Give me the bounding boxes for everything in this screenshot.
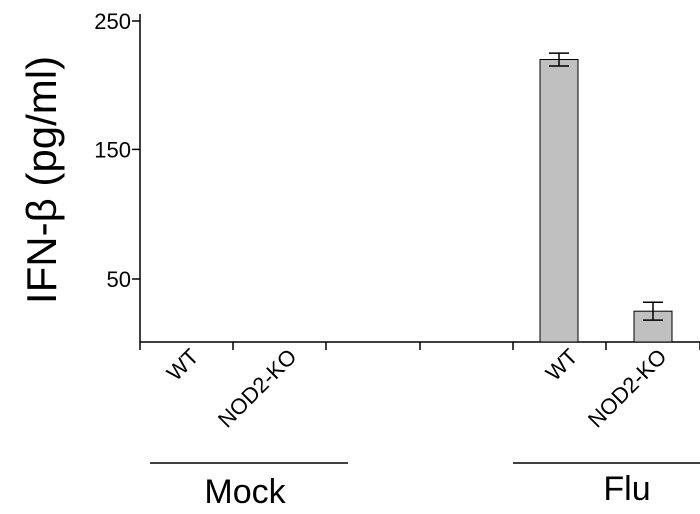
y-ticks: 250 150 50 [94,9,140,292]
group-label-flu: Flu [603,470,650,508]
y-axis-title: IFN-β (pg/ml) [18,56,65,304]
group-label-mock: Mock [204,473,286,511]
category-label: WT [162,344,204,386]
category-labels: WT NOD2-KO WT NOD2-KO [162,344,672,433]
group-flu: Flu [513,462,700,508]
y-tick-label: 50 [107,267,131,292]
group-mock: Mock [150,462,348,511]
category-label: NOD2-KO [583,344,672,433]
y-tick-label: 250 [94,9,131,34]
bars [539,59,673,343]
y-tick-label: 150 [94,137,131,162]
error-bars [549,52,663,321]
category-label: WT [541,344,583,386]
x-ticks [139,342,700,350]
category-label: NOD2-KO [213,344,302,433]
bar [539,59,579,343]
